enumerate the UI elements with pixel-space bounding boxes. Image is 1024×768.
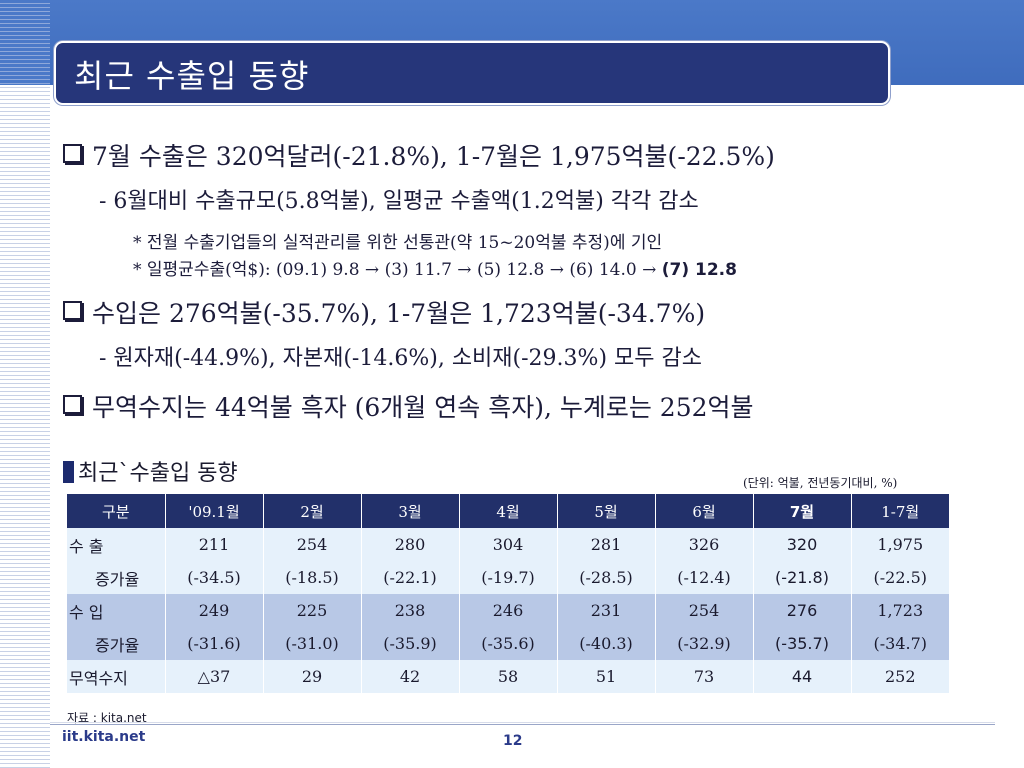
table-cell: 246 bbox=[458, 594, 557, 627]
daily-export-trend: * 일평균수출(억$): (09.1) 9.8 → (3) 11.7 → (5)… bbox=[133, 260, 662, 280]
table-row: 무역수지 △37 29 42 58 51 73 44 252 bbox=[67, 660, 949, 693]
table-cell: (-22.5) bbox=[850, 561, 949, 594]
table-cell: (-32.9) bbox=[654, 627, 753, 660]
bullet-export-sub: - 6월대비 수출규모(5.8억불), 일평균 수출액(1.2억불) 각각 감소 bbox=[99, 189, 699, 214]
table-cell: 51 bbox=[556, 660, 655, 693]
table-cell: 42 bbox=[360, 660, 459, 693]
table-cell: (-34.7) bbox=[850, 627, 949, 660]
row-label: 증가율 bbox=[67, 561, 165, 594]
table-row: 수 입 249 225 238 246 231 254 276 1,723 bbox=[67, 594, 949, 627]
table-header-cell: 5월 bbox=[556, 494, 655, 528]
table-cell: 225 bbox=[262, 594, 361, 627]
table-header-cell: 1-7월 bbox=[850, 494, 949, 528]
table-cell: (-21.8) bbox=[752, 561, 851, 594]
table-cell: 58 bbox=[458, 660, 557, 693]
table-header-cell: 6월 bbox=[654, 494, 753, 528]
daily-export-latest: (7) 12.8 bbox=[661, 260, 737, 280]
table-cell: 29 bbox=[262, 660, 361, 693]
table-cell: (-35.6) bbox=[458, 627, 557, 660]
bullet-trade-balance: 무역수지는 44억불 흑자 (6개월 연속 흑자), 누계로는 252억불 bbox=[63, 388, 754, 424]
table-cell: 254 bbox=[654, 594, 753, 627]
table-header-cell: '09.1월 bbox=[164, 494, 263, 528]
footer-site: iit.kita.net bbox=[62, 729, 146, 745]
left-stripe-decoration bbox=[0, 0, 50, 768]
table-cell: (-31.6) bbox=[164, 627, 263, 660]
table-row: 증가율 (-31.6) (-31.0) (-35.9) (-35.6) (-40… bbox=[67, 627, 949, 660]
left-stripe-decoration-top bbox=[0, 0, 50, 85]
table-cell: (-12.4) bbox=[654, 561, 753, 594]
slide-title: 최근 수출입 동향 bbox=[74, 57, 310, 95]
table-header-cell: 2월 bbox=[262, 494, 361, 528]
table-cell: (-18.5) bbox=[262, 561, 361, 594]
source-note: 자료 : kita.net bbox=[67, 711, 147, 725]
table-cell: (-22.1) bbox=[360, 561, 459, 594]
table-cell: (-19.7) bbox=[458, 561, 557, 594]
table-cell: 211 bbox=[164, 528, 263, 561]
table-header-cell: 3월 bbox=[360, 494, 459, 528]
bullet-import: 수입은 276억불(-35.7%), 1-7월은 1,723억불(-34.7%) bbox=[63, 294, 705, 330]
table-header-row: 구분 '09.1월 2월 3월 4월 5월 6월 7월 1-7월 bbox=[67, 494, 949, 528]
table-cell: 254 bbox=[262, 528, 361, 561]
table-header-cell: 7월 bbox=[752, 494, 851, 528]
table-cell: 231 bbox=[556, 594, 655, 627]
table-cell: (-35.7) bbox=[752, 627, 851, 660]
table-cell: 320 bbox=[752, 528, 851, 561]
page-number: 12 bbox=[503, 733, 523, 749]
table-cell: 238 bbox=[360, 594, 459, 627]
bullet-export-note-1: * 전월 수출기업들의 실적관리를 위한 선통관(약 15~20억불 추정)에 … bbox=[133, 233, 663, 253]
table-cell: (-40.3) bbox=[556, 627, 655, 660]
table-cell: 1,723 bbox=[850, 594, 949, 627]
checkbox-bullet-icon bbox=[63, 301, 82, 320]
table-cell: 252 bbox=[850, 660, 949, 693]
table-cell: (-31.0) bbox=[262, 627, 361, 660]
bullet-export: 7월 수출은 320억달러(-21.8%), 1-7월은 1,975억불(-22… bbox=[63, 137, 775, 173]
table-cell: 1,975 bbox=[850, 528, 949, 561]
table-cell: △37 bbox=[164, 660, 263, 693]
bullet-trade-balance-text: 무역수지는 44억불 흑자 (6개월 연속 흑자), 누계로는 252억불 bbox=[92, 393, 754, 422]
footer-divider bbox=[50, 724, 995, 725]
table-cell: 326 bbox=[654, 528, 753, 561]
table-header-cell: 4월 bbox=[458, 494, 557, 528]
bullet-export-text: 7월 수출은 320억달러(-21.8%), 1-7월은 1,975억불(-22… bbox=[92, 142, 775, 171]
slide-title-box: 최근 수출입 동향 bbox=[54, 41, 890, 105]
table-cell: 73 bbox=[654, 660, 753, 693]
table-cell: (-35.9) bbox=[360, 627, 459, 660]
square-marker-icon bbox=[63, 461, 74, 483]
table-cell: (-28.5) bbox=[556, 561, 655, 594]
table-cell: (-34.5) bbox=[164, 561, 263, 594]
table-cell: 281 bbox=[556, 528, 655, 561]
table-cell: 44 bbox=[752, 660, 851, 693]
table-cell: 280 bbox=[360, 528, 459, 561]
row-label: 무역수지 bbox=[67, 660, 165, 693]
section-heading: 최근`수출입 동향 bbox=[63, 455, 238, 487]
row-label: 증가율 bbox=[67, 627, 165, 660]
bullet-import-sub: - 원자재(-44.9%), 자본재(-14.6%), 소비재(-29.3%) … bbox=[99, 346, 702, 371]
row-label: 수 입 bbox=[67, 594, 165, 627]
table-row: 증가율 (-34.5) (-18.5) (-22.1) (-19.7) (-28… bbox=[67, 561, 949, 594]
unit-note: (단위: 억불, 전년동기대비, %) bbox=[743, 476, 898, 490]
bullet-export-note-2: * 일평균수출(억$): (09.1) 9.8 → (3) 11.7 → (5)… bbox=[133, 255, 737, 280]
bullet-import-text: 수입은 276억불(-35.7%), 1-7월은 1,723억불(-34.7%) bbox=[92, 299, 706, 328]
checkbox-bullet-icon bbox=[63, 395, 82, 414]
table-cell: 249 bbox=[164, 594, 263, 627]
row-label: 수 출 bbox=[67, 528, 165, 561]
table-header-cell: 구분 bbox=[67, 494, 165, 528]
checkbox-bullet-icon bbox=[63, 144, 82, 163]
trade-table: 구분 '09.1월 2월 3월 4월 5월 6월 7월 1-7월 수 출 211… bbox=[67, 494, 949, 693]
section-heading-text: 최근`수출입 동향 bbox=[78, 461, 238, 486]
table-cell: 276 bbox=[752, 594, 851, 627]
table-row: 수 출 211 254 280 304 281 326 320 1,975 bbox=[67, 528, 949, 561]
footer-divider-light bbox=[50, 722, 995, 723]
table-cell: 304 bbox=[458, 528, 557, 561]
